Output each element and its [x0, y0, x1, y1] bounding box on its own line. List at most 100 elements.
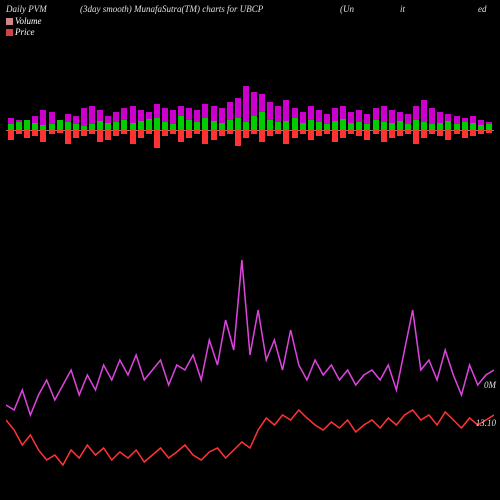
bar-red: [65, 130, 71, 144]
bar-red: [202, 130, 208, 144]
bar-red: [292, 130, 298, 138]
bar-green: [259, 112, 265, 130]
bar-green: [162, 122, 168, 130]
bar-red: [454, 130, 460, 134]
bar-green: [105, 123, 111, 130]
bar-green: [373, 120, 379, 130]
bar-green: [16, 122, 22, 130]
bar-red: [121, 130, 127, 134]
bar-red: [259, 130, 265, 142]
chart-header: Daily PVM (3day smooth) MunafaSutra(TM) …: [0, 4, 500, 14]
bar-red: [429, 130, 435, 134]
bar-green: [243, 122, 249, 130]
bar-red: [73, 130, 79, 138]
line-chart-svg: [6, 220, 494, 490]
bar-red: [32, 130, 38, 136]
bar-red: [162, 130, 168, 136]
line-chart: 0M 13.10: [6, 220, 494, 490]
volume-end-label: 0M: [484, 380, 496, 390]
header-left: Daily PVM: [0, 4, 47, 14]
bar-red: [300, 130, 306, 134]
bar-red: [194, 130, 200, 134]
legend-volume-label: Volume: [15, 16, 42, 27]
legend: Volume Price: [6, 16, 42, 38]
bar-red: [364, 130, 370, 140]
bar-red: [130, 130, 136, 144]
bar-red: [146, 130, 152, 134]
bar-red: [389, 130, 395, 138]
legend-volume: Volume: [6, 16, 42, 27]
bar-red: [251, 130, 257, 134]
bar-green: [332, 121, 338, 130]
bar-green: [470, 123, 476, 130]
bar-red: [332, 130, 338, 142]
bar-red: [57, 130, 63, 133]
bar-green: [57, 120, 63, 130]
bar-red: [235, 130, 241, 146]
bar-red: [113, 130, 119, 136]
bar-red: [105, 130, 111, 140]
bar-red: [437, 130, 443, 136]
bar-green: [235, 118, 241, 130]
bar-green: [381, 122, 387, 130]
legend-price-label: Price: [15, 27, 35, 38]
bar-red: [462, 130, 468, 138]
bar-red: [381, 130, 387, 142]
bar-chart: [6, 80, 494, 180]
bar-red: [373, 130, 379, 134]
bar-red: [81, 130, 87, 136]
bar-red: [16, 130, 22, 134]
bar-red: [486, 130, 492, 133]
bar-green: [219, 123, 225, 130]
bar-green: [211, 121, 217, 130]
bar-green: [275, 122, 281, 130]
bar-red: [243, 130, 249, 138]
bar-red: [283, 130, 289, 144]
volume-line: [6, 260, 494, 415]
bar-red: [267, 130, 273, 136]
bar-red: [478, 130, 484, 134]
bar-green: [154, 118, 160, 130]
bar-green: [389, 123, 395, 130]
bar-red: [8, 130, 14, 140]
bar-red: [348, 130, 354, 134]
bar-red: [316, 130, 322, 136]
price-line: [6, 410, 494, 465]
bar-green: [421, 122, 427, 130]
bar-green: [227, 120, 233, 130]
bar-red: [356, 130, 362, 136]
bar-red: [219, 130, 225, 136]
bar-green: [300, 123, 306, 130]
legend-price: Price: [6, 27, 42, 38]
bar-green: [356, 122, 362, 130]
legend-price-swatch: [6, 29, 13, 36]
bar-green: [97, 121, 103, 130]
bar-red: [178, 130, 184, 142]
price-end-label: 13.10: [476, 418, 496, 428]
bar-green: [113, 122, 119, 130]
bar-green: [292, 118, 298, 130]
bar-green: [462, 122, 468, 130]
bar-green: [121, 120, 127, 130]
bar-green: [348, 123, 354, 130]
bar-green: [283, 121, 289, 130]
bar-red: [97, 130, 103, 142]
bar-red: [421, 130, 427, 138]
bar-red: [170, 130, 176, 134]
header-r2: it: [400, 4, 405, 14]
bar-green: [251, 116, 257, 130]
bar-red: [89, 130, 95, 134]
bar-green: [130, 123, 136, 130]
bar-red: [154, 130, 160, 148]
bar-red: [308, 130, 314, 140]
bar-red: [49, 130, 55, 134]
bar-green: [267, 120, 273, 130]
header-r1: (Un: [340, 4, 354, 14]
bar-red: [405, 130, 411, 134]
bar-red: [186, 130, 192, 138]
bar-red: [24, 130, 30, 138]
bar-green: [340, 119, 346, 130]
bar-green: [413, 120, 419, 130]
bar-red: [413, 130, 419, 144]
bar-green: [437, 123, 443, 130]
